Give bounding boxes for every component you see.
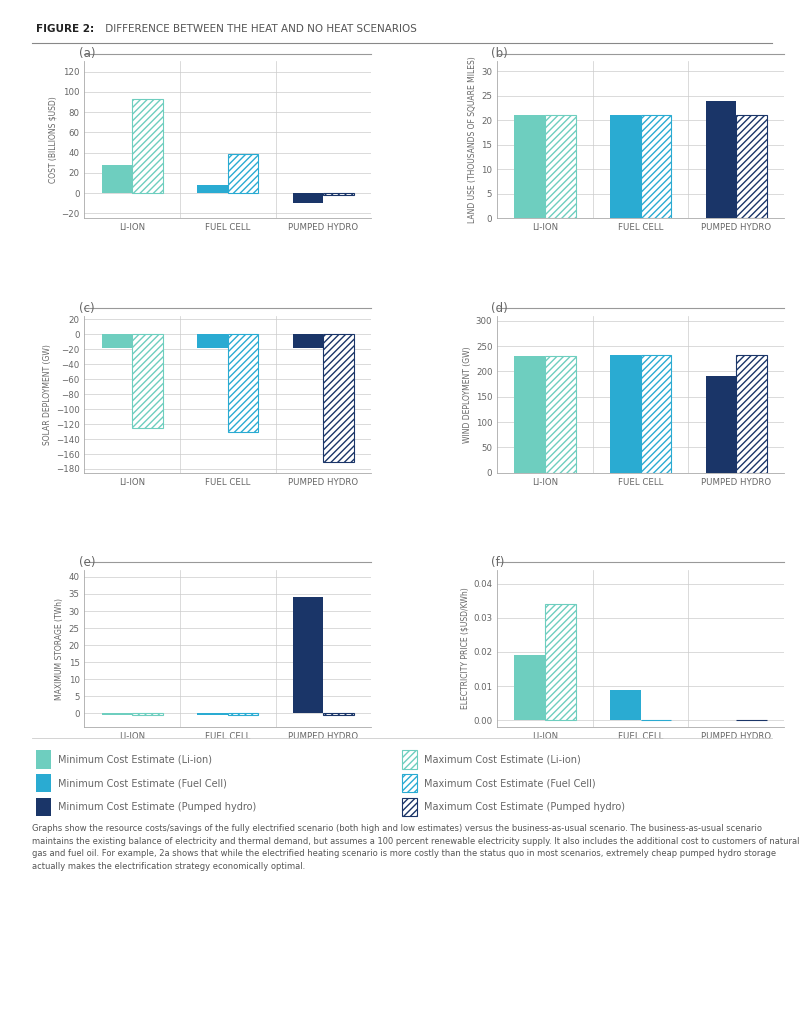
Point [635, 466, 645, 478]
Text: (f): (f) [491, 556, 504, 569]
Y-axis label: MAXIMUM STORAGE (TWh): MAXIMUM STORAGE (TWh) [55, 598, 64, 699]
Bar [514, 356, 544, 473]
Point [222, 703, 232, 716]
Text: Minimum Cost Estimate (Fuel Cell): Minimum Cost Estimate (Fuel Cell) [58, 778, 226, 788]
Bar [640, 116, 671, 218]
Bar [292, 194, 323, 203]
Y-axis label: ELECTRICITY PRICE ($USD/KWh): ELECTRICITY PRICE ($USD/KWh) [459, 588, 468, 710]
Bar [544, 604, 575, 720]
Y-axis label: COST (BILLIONS $USD): COST (BILLIONS $USD) [48, 96, 57, 183]
Y-axis label: WIND DEPLOYMENT (GW): WIND DEPLOYMENT (GW) [462, 346, 471, 442]
Bar [705, 376, 736, 473]
Bar [36, 798, 51, 816]
Bar [736, 116, 766, 218]
Bar [101, 165, 132, 194]
Text: (a): (a) [79, 47, 95, 60]
Bar [101, 335, 132, 348]
Bar [227, 154, 258, 194]
Bar [101, 714, 132, 715]
Bar [609, 354, 640, 473]
Text: (b): (b) [491, 47, 507, 60]
Bar [323, 714, 353, 715]
Text: (e): (e) [79, 556, 95, 569]
Bar [132, 99, 162, 194]
Text: Maximum Cost Estimate (Fuel Cell): Maximum Cost Estimate (Fuel Cell) [424, 778, 595, 788]
Text: (d): (d) [491, 302, 507, 314]
Text: Minimum Cost Estimate (Pumped hydro): Minimum Cost Estimate (Pumped hydro) [58, 802, 256, 812]
Point [127, 186, 137, 199]
Bar [292, 597, 323, 714]
Y-axis label: LAND USE (THOUSANDS OF SQUARE MILES): LAND USE (THOUSANDS OF SQUARE MILES) [467, 56, 477, 223]
Point [222, 328, 232, 340]
Bar [227, 714, 258, 715]
Bar [736, 354, 766, 473]
Y-axis label: SOLAR DEPLOYMENT (GW): SOLAR DEPLOYMENT (GW) [43, 344, 51, 444]
Bar [514, 655, 544, 720]
Bar [36, 750, 51, 768]
Bar [609, 116, 640, 218]
Point [540, 466, 549, 478]
Bar [132, 335, 162, 428]
Text: Minimum Cost Estimate (Li-ion): Minimum Cost Estimate (Li-ion) [58, 755, 212, 764]
Point [127, 328, 137, 340]
Bar [227, 335, 258, 432]
Text: (c): (c) [79, 302, 94, 314]
Bar [544, 116, 575, 218]
Bar [544, 356, 575, 473]
Text: FIGURE 2:: FIGURE 2: [36, 24, 94, 34]
Text: Maximum Cost Estimate (Pumped hydro): Maximum Cost Estimate (Pumped hydro) [424, 802, 625, 812]
Bar [609, 689, 640, 720]
Bar [132, 714, 162, 715]
Bar [197, 335, 227, 348]
Text: Maximum Cost Estimate (Li-ion): Maximum Cost Estimate (Li-ion) [424, 755, 581, 764]
Text: Graphs show the resource costs/savings of the fully electrified scenario (both h: Graphs show the resource costs/savings o… [32, 824, 799, 870]
Bar [402, 798, 416, 816]
Bar [402, 774, 416, 793]
Bar [36, 774, 51, 793]
Bar [197, 185, 227, 194]
Bar [323, 194, 353, 196]
Bar [323, 335, 353, 462]
Point [635, 207, 645, 219]
Bar [402, 750, 416, 768]
Bar [514, 116, 544, 218]
Text: DIFFERENCE BETWEEN THE HEAT AND NO HEAT SCENARIOS: DIFFERENCE BETWEEN THE HEAT AND NO HEAT … [102, 24, 417, 34]
Bar [197, 714, 227, 715]
Point [222, 186, 232, 199]
Point [540, 207, 549, 219]
Bar [640, 354, 671, 473]
Bar [705, 100, 736, 218]
Point [127, 703, 137, 716]
Bar [292, 335, 323, 348]
